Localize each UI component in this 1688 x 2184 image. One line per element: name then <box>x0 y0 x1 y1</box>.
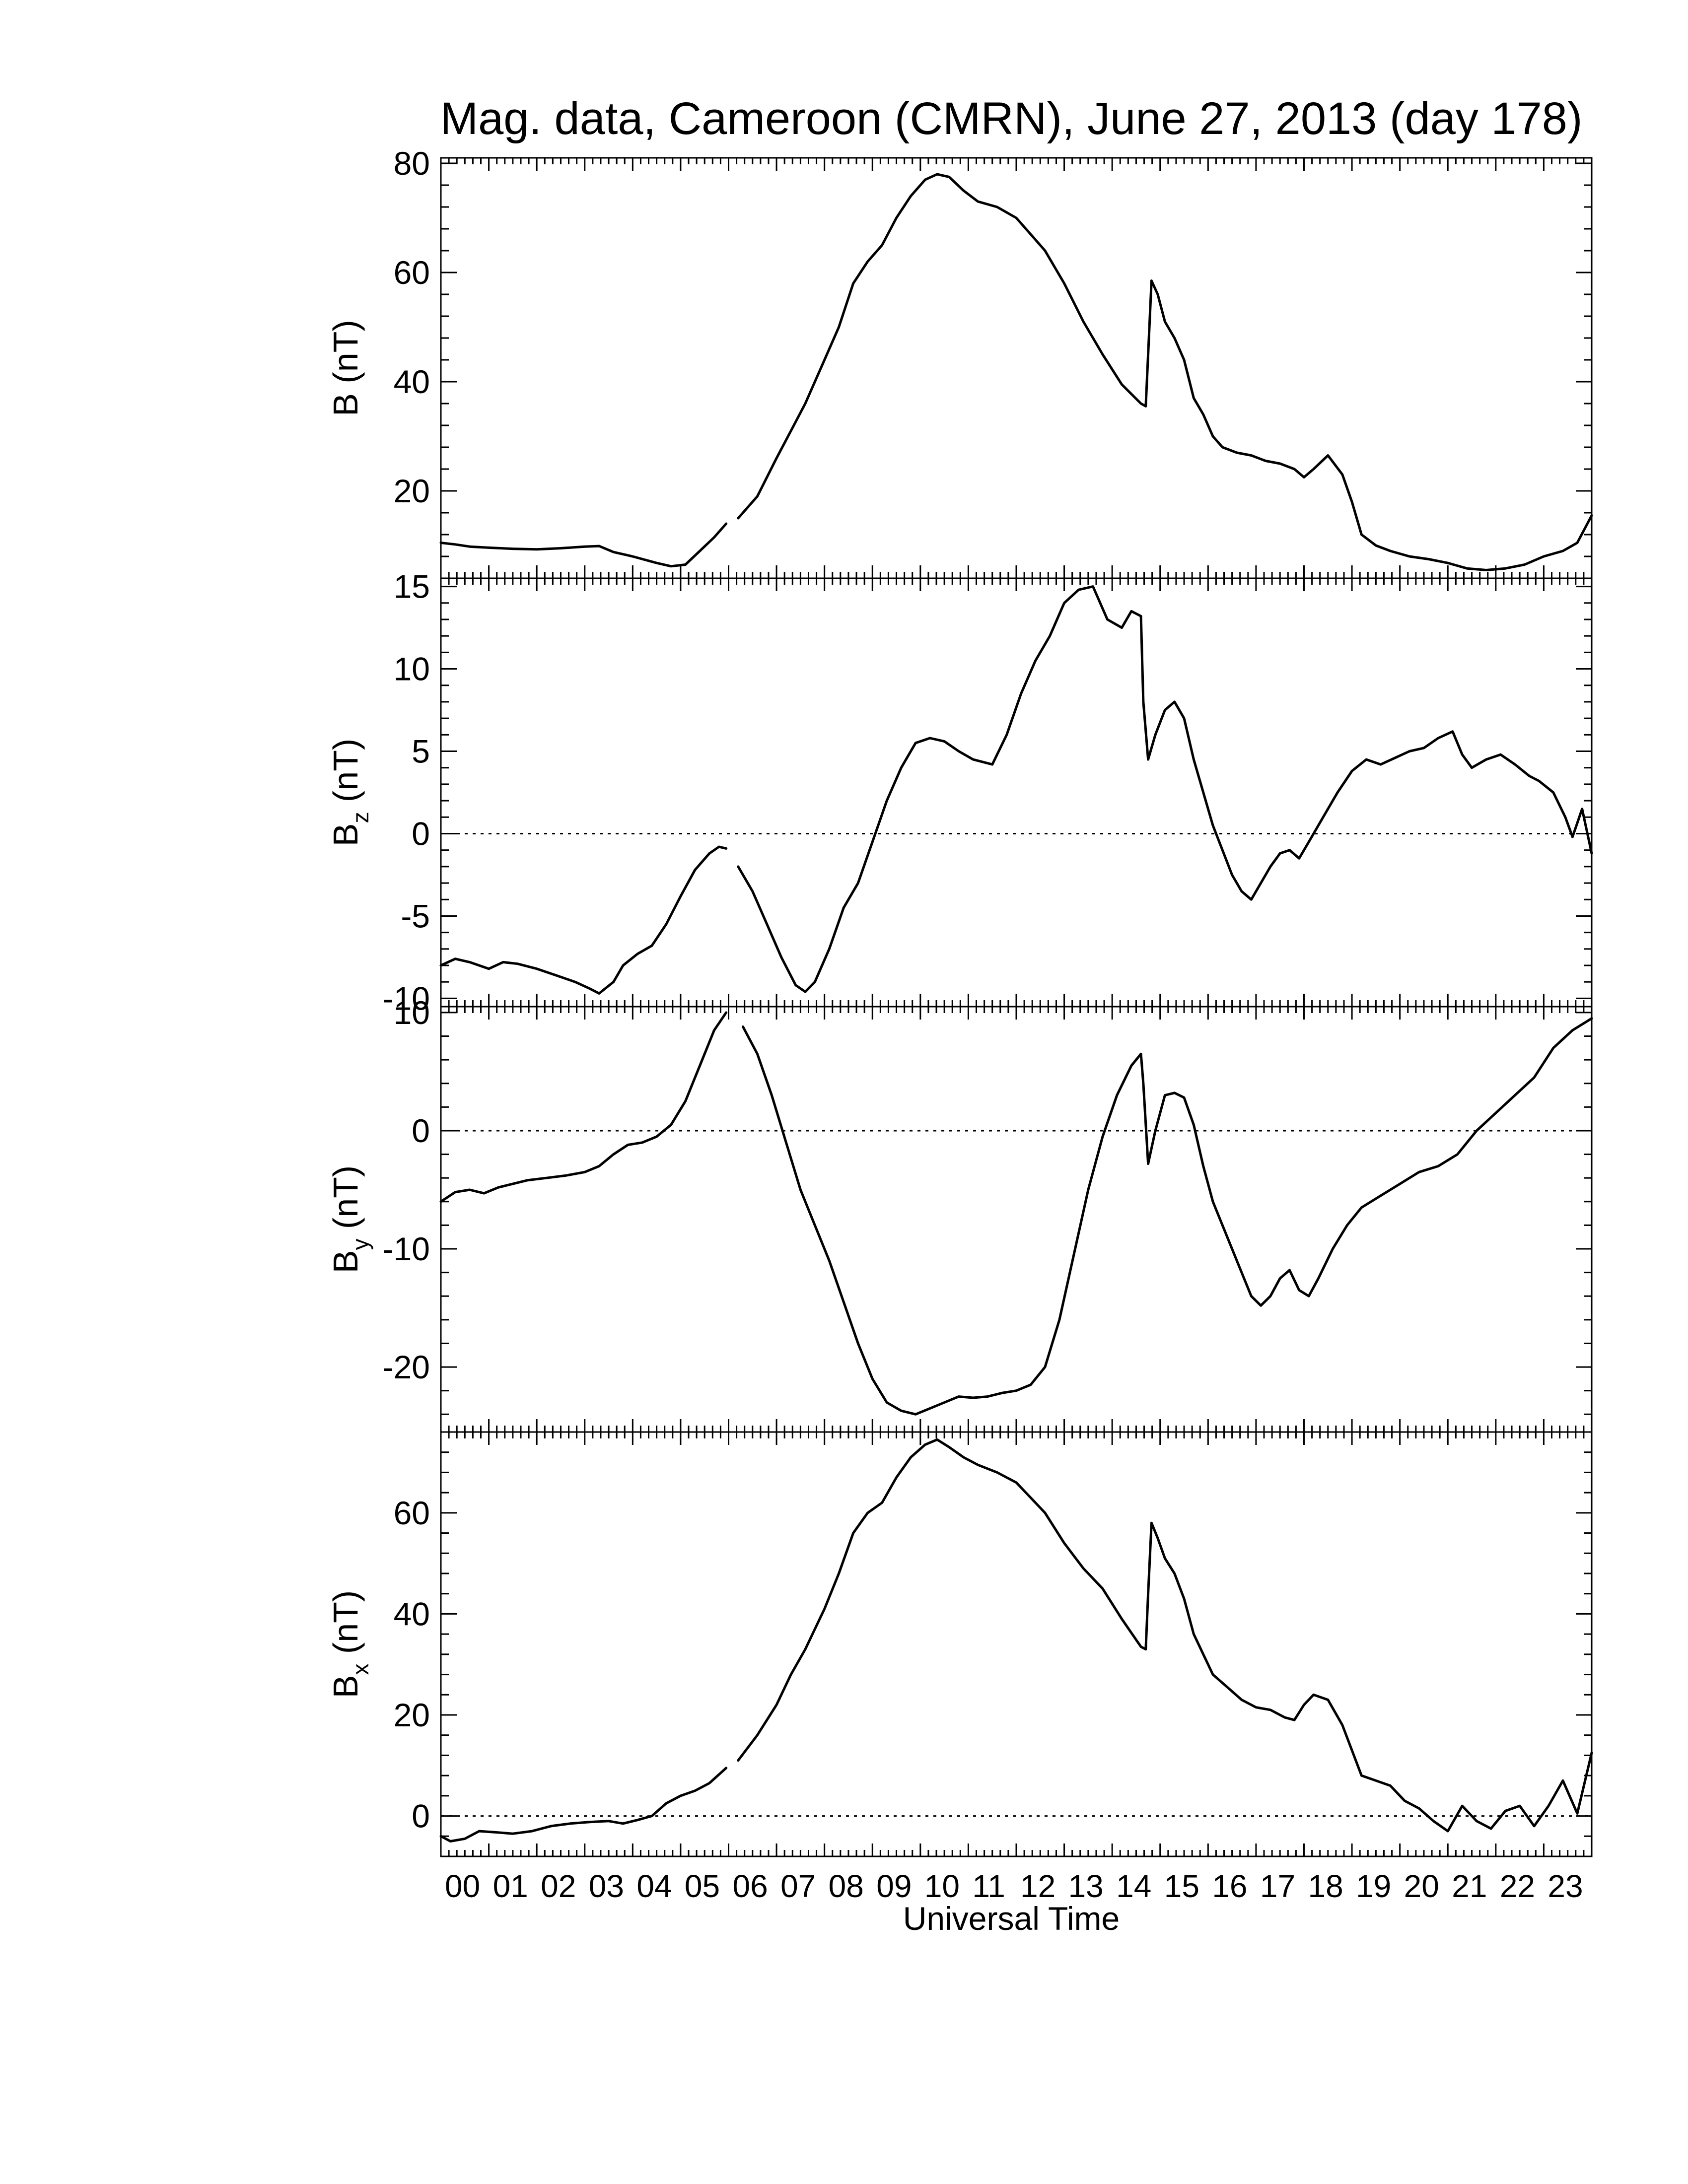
y-tick-label: 20 <box>394 473 430 509</box>
y-tick-label: 40 <box>394 363 430 400</box>
series-line-Bz <box>737 585 1593 993</box>
panels-group: 20 40 60 80 B (nT) -10 -5 0 5 10 15 Bz (nT) -20 -10 0 1… <box>326 145 1593 1857</box>
y-tick-label: 40 <box>394 1595 430 1632</box>
x-tick-label: 21 <box>1452 1868 1487 1904</box>
x-tick-label: 23 <box>1547 1868 1583 1904</box>
series-line-B <box>737 173 1593 571</box>
x-tick-label: 12 <box>1020 1868 1055 1904</box>
y-axis-label-By: By (nT) <box>326 1165 373 1273</box>
x-tick-label: 11 <box>972 1868 1005 1904</box>
series-line-Bx <box>439 1767 728 1843</box>
panel-frame-Bx <box>440 1431 1593 1857</box>
series-line-B <box>439 522 728 568</box>
panel-frame-B <box>440 157 1593 579</box>
y-tick-label: 5 <box>412 733 430 770</box>
x-tick-label: 13 <box>1068 1868 1104 1904</box>
series-line-By <box>742 1017 1593 1416</box>
series-line-Bz <box>439 845 728 995</box>
x-tick-label: 06 <box>733 1868 768 1904</box>
x-tick-label: 18 <box>1308 1868 1343 1904</box>
y-axis-label-Bz: Bz (nT) <box>326 739 373 846</box>
y-tick-label: 20 <box>394 1697 430 1733</box>
panel-Bx: 0 20 40 60 Bx (nT) <box>326 1431 1593 1857</box>
x-tick-label: 14 <box>1116 1868 1151 1904</box>
y-tick-label: 0 <box>412 815 430 852</box>
x-tick-label: 04 <box>636 1868 672 1904</box>
panel-By: -20 -10 0 10 By (nT) <box>326 994 1593 1433</box>
x-tick-label: 02 <box>541 1868 576 1904</box>
x-axis-label: Universal Time <box>903 1900 1120 1937</box>
y-tick-label: 80 <box>394 145 430 182</box>
x-tick-label: 22 <box>1500 1868 1535 1904</box>
y-axis-label-Bx: Bx (nT) <box>326 1590 373 1698</box>
y-tick-label: -20 <box>383 1349 430 1385</box>
x-tick-label: 01 <box>493 1868 528 1904</box>
x-tick-label: 20 <box>1404 1868 1439 1904</box>
x-axis: 00 01 02 03 04 05 06 07 08 09 10 11 12 13 14 15 16 17 18 19… <box>445 1868 1583 1904</box>
y-tick-label: 0 <box>412 1112 430 1149</box>
y-tick-label: 10 <box>394 651 430 687</box>
panel-B: 20 40 60 80 B (nT) <box>326 145 1593 579</box>
x-tick-label: 17 <box>1260 1868 1295 1904</box>
y-tick-label: 60 <box>394 1495 430 1531</box>
chart-title: Mag. data, Cameroon (CMRN), June 27, 201… <box>440 93 1582 144</box>
y-axis-label-B: B (nT) <box>326 320 365 416</box>
series-line-Bx <box>737 1438 1593 1833</box>
x-tick-label: 19 <box>1356 1868 1391 1904</box>
x-tick-label: 05 <box>685 1868 720 1904</box>
y-tick-label: 10 <box>394 994 430 1031</box>
series-line-By <box>439 1011 728 1203</box>
x-tick-label: 00 <box>445 1868 480 1904</box>
x-tick-label: 09 <box>876 1868 912 1904</box>
panel-Bz: -10 -5 0 5 10 15 Bz (nT) <box>326 568 1593 1017</box>
x-tick-label: 08 <box>829 1868 864 1904</box>
y-tick-label: -10 <box>383 980 430 1017</box>
x-tick-label: 15 <box>1164 1868 1199 1904</box>
panel-frame-Bz <box>440 577 1593 1008</box>
x-tick-label: 07 <box>780 1868 816 1904</box>
x-tick-label: 03 <box>589 1868 624 1904</box>
y-tick-label: -5 <box>401 897 430 934</box>
y-tick-label: 0 <box>412 1798 430 1835</box>
y-tick-label: 60 <box>394 254 430 291</box>
x-tick-label: 16 <box>1212 1868 1247 1904</box>
x-tick-label: 10 <box>924 1868 960 1904</box>
panel-frame-By <box>440 1006 1593 1433</box>
y-tick-label: -10 <box>383 1230 430 1267</box>
y-tick-label: 15 <box>394 568 430 605</box>
